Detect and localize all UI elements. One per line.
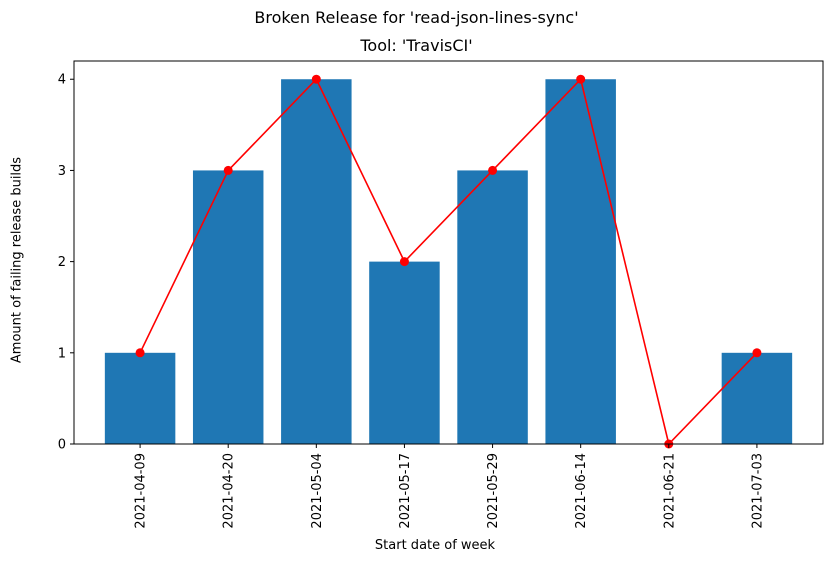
line-point [399,257,409,267]
line-point [311,74,321,84]
line-point [488,165,498,175]
line-point [223,165,233,175]
bars-layer [104,79,793,444]
bar [721,352,793,444]
x-tick-label: 2021-05-17 [398,453,413,529]
y-tick-label: 3 [58,164,66,179]
axes-layer: 0 1 2 3 4 2021-04-09 2021-04-20 2021-05-04 2021-… [58,60,824,529]
bar [369,261,440,444]
chart-suptitle: Broken Release for 'read-json-lines-sync… [254,8,579,27]
x-tick-label: 2021-07-03 [750,453,765,529]
x-tick-label: 2021-05-04 [310,453,325,529]
plot-frame [73,60,824,445]
x-tick-label: 2021-05-29 [486,453,501,529]
x-tick-label: 2021-04-09 [134,453,149,529]
y-tick-label: 0 [58,438,66,453]
line-point [576,74,586,84]
line-point [135,348,145,358]
y-axis-label: Amount of failing release builds [9,156,25,364]
y-tick-label: 4 [58,73,66,88]
bar [281,79,352,444]
bar [192,170,264,444]
x-tick-label: 2021-06-21 [662,453,677,529]
bar [545,79,616,444]
series-line [139,77,758,446]
y-tick-label: 1 [58,346,66,361]
x-axis-label: Start date of week [374,538,496,553]
line-point [752,348,762,358]
x-tick-label: 2021-04-20 [222,453,237,529]
y-tick-label: 2 [58,255,66,270]
bar [457,170,528,444]
x-tick-label: 2021-06-14 [574,453,589,529]
chart-title: Tool: 'TravisCI' [360,36,473,55]
line-layer [135,74,762,449]
bar [104,352,176,444]
